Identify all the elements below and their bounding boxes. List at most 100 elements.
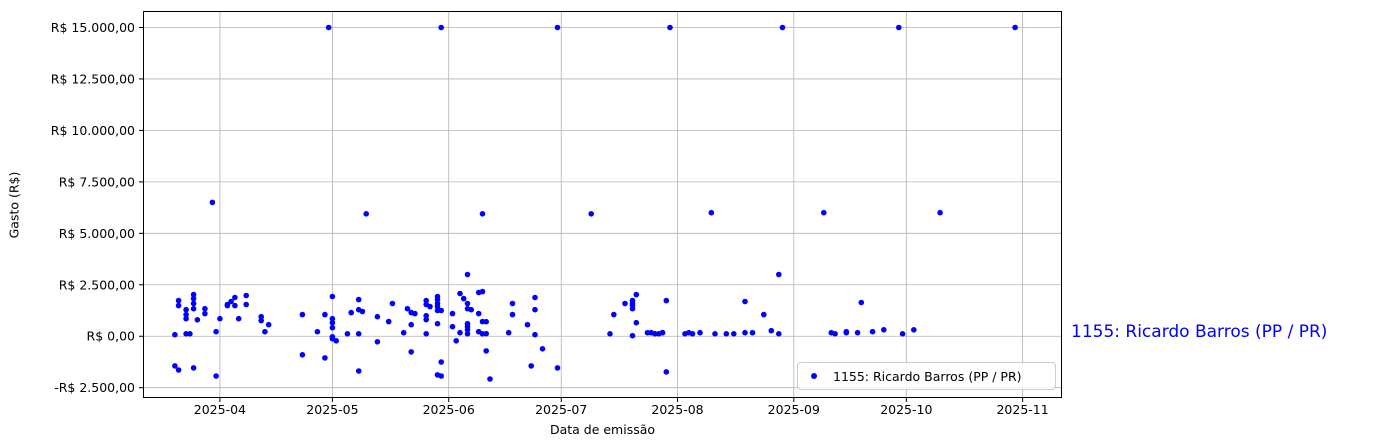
svg-text:2025-07: 2025-07 bbox=[535, 402, 587, 417]
data-point bbox=[202, 310, 208, 317]
data-point bbox=[172, 331, 178, 338]
data-point bbox=[708, 209, 715, 216]
data-point bbox=[475, 310, 482, 317]
data-point bbox=[265, 321, 272, 328]
data-point bbox=[209, 199, 216, 206]
data-point bbox=[434, 296, 441, 303]
data-point bbox=[629, 332, 636, 339]
data-point bbox=[423, 316, 430, 323]
data-point bbox=[412, 310, 418, 317]
data-point bbox=[355, 331, 362, 337]
data-point bbox=[776, 271, 782, 278]
data-point bbox=[187, 331, 193, 337]
data-point bbox=[213, 328, 219, 335]
data-point bbox=[667, 24, 673, 31]
data-point bbox=[325, 24, 332, 31]
data-point bbox=[457, 329, 463, 336]
plot-border bbox=[143, 11, 1062, 398]
data-point bbox=[742, 298, 748, 305]
data-point bbox=[712, 331, 718, 337]
x-axis-ticks: 2025-04 2025-05 2025-06 2025-07 2025-08 2025-… bbox=[194, 398, 1049, 417]
data-point bbox=[449, 310, 456, 317]
data-point bbox=[588, 211, 594, 217]
data-point bbox=[329, 315, 336, 322]
data-point bbox=[464, 327, 471, 333]
data-point bbox=[524, 321, 531, 328]
data-point bbox=[464, 271, 471, 278]
svg-text:2025-06: 2025-06 bbox=[423, 402, 475, 417]
data-point bbox=[761, 311, 767, 318]
data-point bbox=[329, 319, 336, 326]
data-point bbox=[344, 331, 351, 337]
svg-text:2025-04: 2025-04 bbox=[194, 402, 246, 417]
data-point bbox=[363, 211, 370, 217]
data-point bbox=[911, 327, 917, 333]
data-point bbox=[509, 311, 516, 318]
svg-text:R$ 0,00: R$ 0,00 bbox=[87, 329, 135, 344]
data-point bbox=[333, 338, 340, 344]
data-point bbox=[322, 355, 328, 361]
data-point bbox=[183, 311, 189, 318]
data-point bbox=[633, 291, 640, 298]
data-point bbox=[172, 363, 178, 369]
data-point bbox=[190, 295, 197, 302]
data-point bbox=[423, 331, 430, 337]
data-point bbox=[258, 313, 265, 320]
data-point bbox=[329, 324, 336, 331]
data-point bbox=[532, 306, 538, 313]
legend[interactable]: 1155: Ricardo Barros (PP / PR) bbox=[797, 362, 1056, 390]
data-point bbox=[408, 321, 415, 328]
data-point bbox=[532, 331, 538, 338]
data-point bbox=[768, 327, 775, 334]
data-point bbox=[243, 301, 249, 308]
data-point bbox=[899, 331, 906, 337]
data-point bbox=[423, 312, 430, 319]
data-point bbox=[183, 315, 189, 322]
data-point bbox=[355, 296, 362, 303]
svg-text:R$ 7.500,00: R$ 7.500,00 bbox=[59, 174, 135, 189]
data-point bbox=[776, 331, 782, 337]
data-point bbox=[749, 329, 756, 336]
data-point bbox=[449, 323, 456, 330]
data-point bbox=[881, 327, 887, 333]
data-point bbox=[299, 352, 306, 358]
data-point bbox=[858, 299, 865, 306]
data-point bbox=[633, 319, 640, 326]
data-point bbox=[194, 317, 201, 323]
data-point bbox=[329, 293, 336, 300]
data-point bbox=[663, 297, 670, 304]
data-point bbox=[374, 339, 381, 345]
data-point bbox=[355, 368, 362, 374]
data-point bbox=[937, 209, 943, 216]
data-point bbox=[663, 369, 670, 375]
data-point bbox=[190, 291, 197, 298]
data-point bbox=[479, 288, 486, 295]
data-point bbox=[697, 329, 703, 336]
data-point bbox=[427, 303, 433, 310]
data-point bbox=[258, 317, 265, 324]
data-point bbox=[629, 305, 636, 312]
data-point bbox=[190, 365, 197, 371]
data-point bbox=[483, 348, 490, 354]
data-point bbox=[453, 338, 460, 344]
data-point bbox=[689, 331, 696, 337]
data-points bbox=[172, 24, 1018, 382]
data-point bbox=[175, 367, 182, 373]
data-point bbox=[464, 300, 471, 307]
data-point bbox=[896, 24, 902, 31]
data-point bbox=[359, 308, 366, 315]
data-point bbox=[438, 24, 445, 31]
y-axis-label: Gasto (R$) bbox=[6, 171, 22, 239]
data-point bbox=[190, 305, 197, 312]
data-point bbox=[348, 309, 355, 316]
data-point bbox=[262, 328, 268, 335]
data-point bbox=[509, 300, 516, 307]
series-annotation: 1155: Ricardo Barros (PP / PR) bbox=[1071, 322, 1328, 342]
data-point bbox=[659, 329, 666, 336]
svg-text:2025-08: 2025-08 bbox=[651, 402, 703, 417]
data-point bbox=[779, 24, 786, 31]
data-point bbox=[232, 302, 238, 309]
svg-text:R$ 5.000,00: R$ 5.000,00 bbox=[59, 226, 135, 241]
data-point bbox=[1012, 24, 1018, 31]
